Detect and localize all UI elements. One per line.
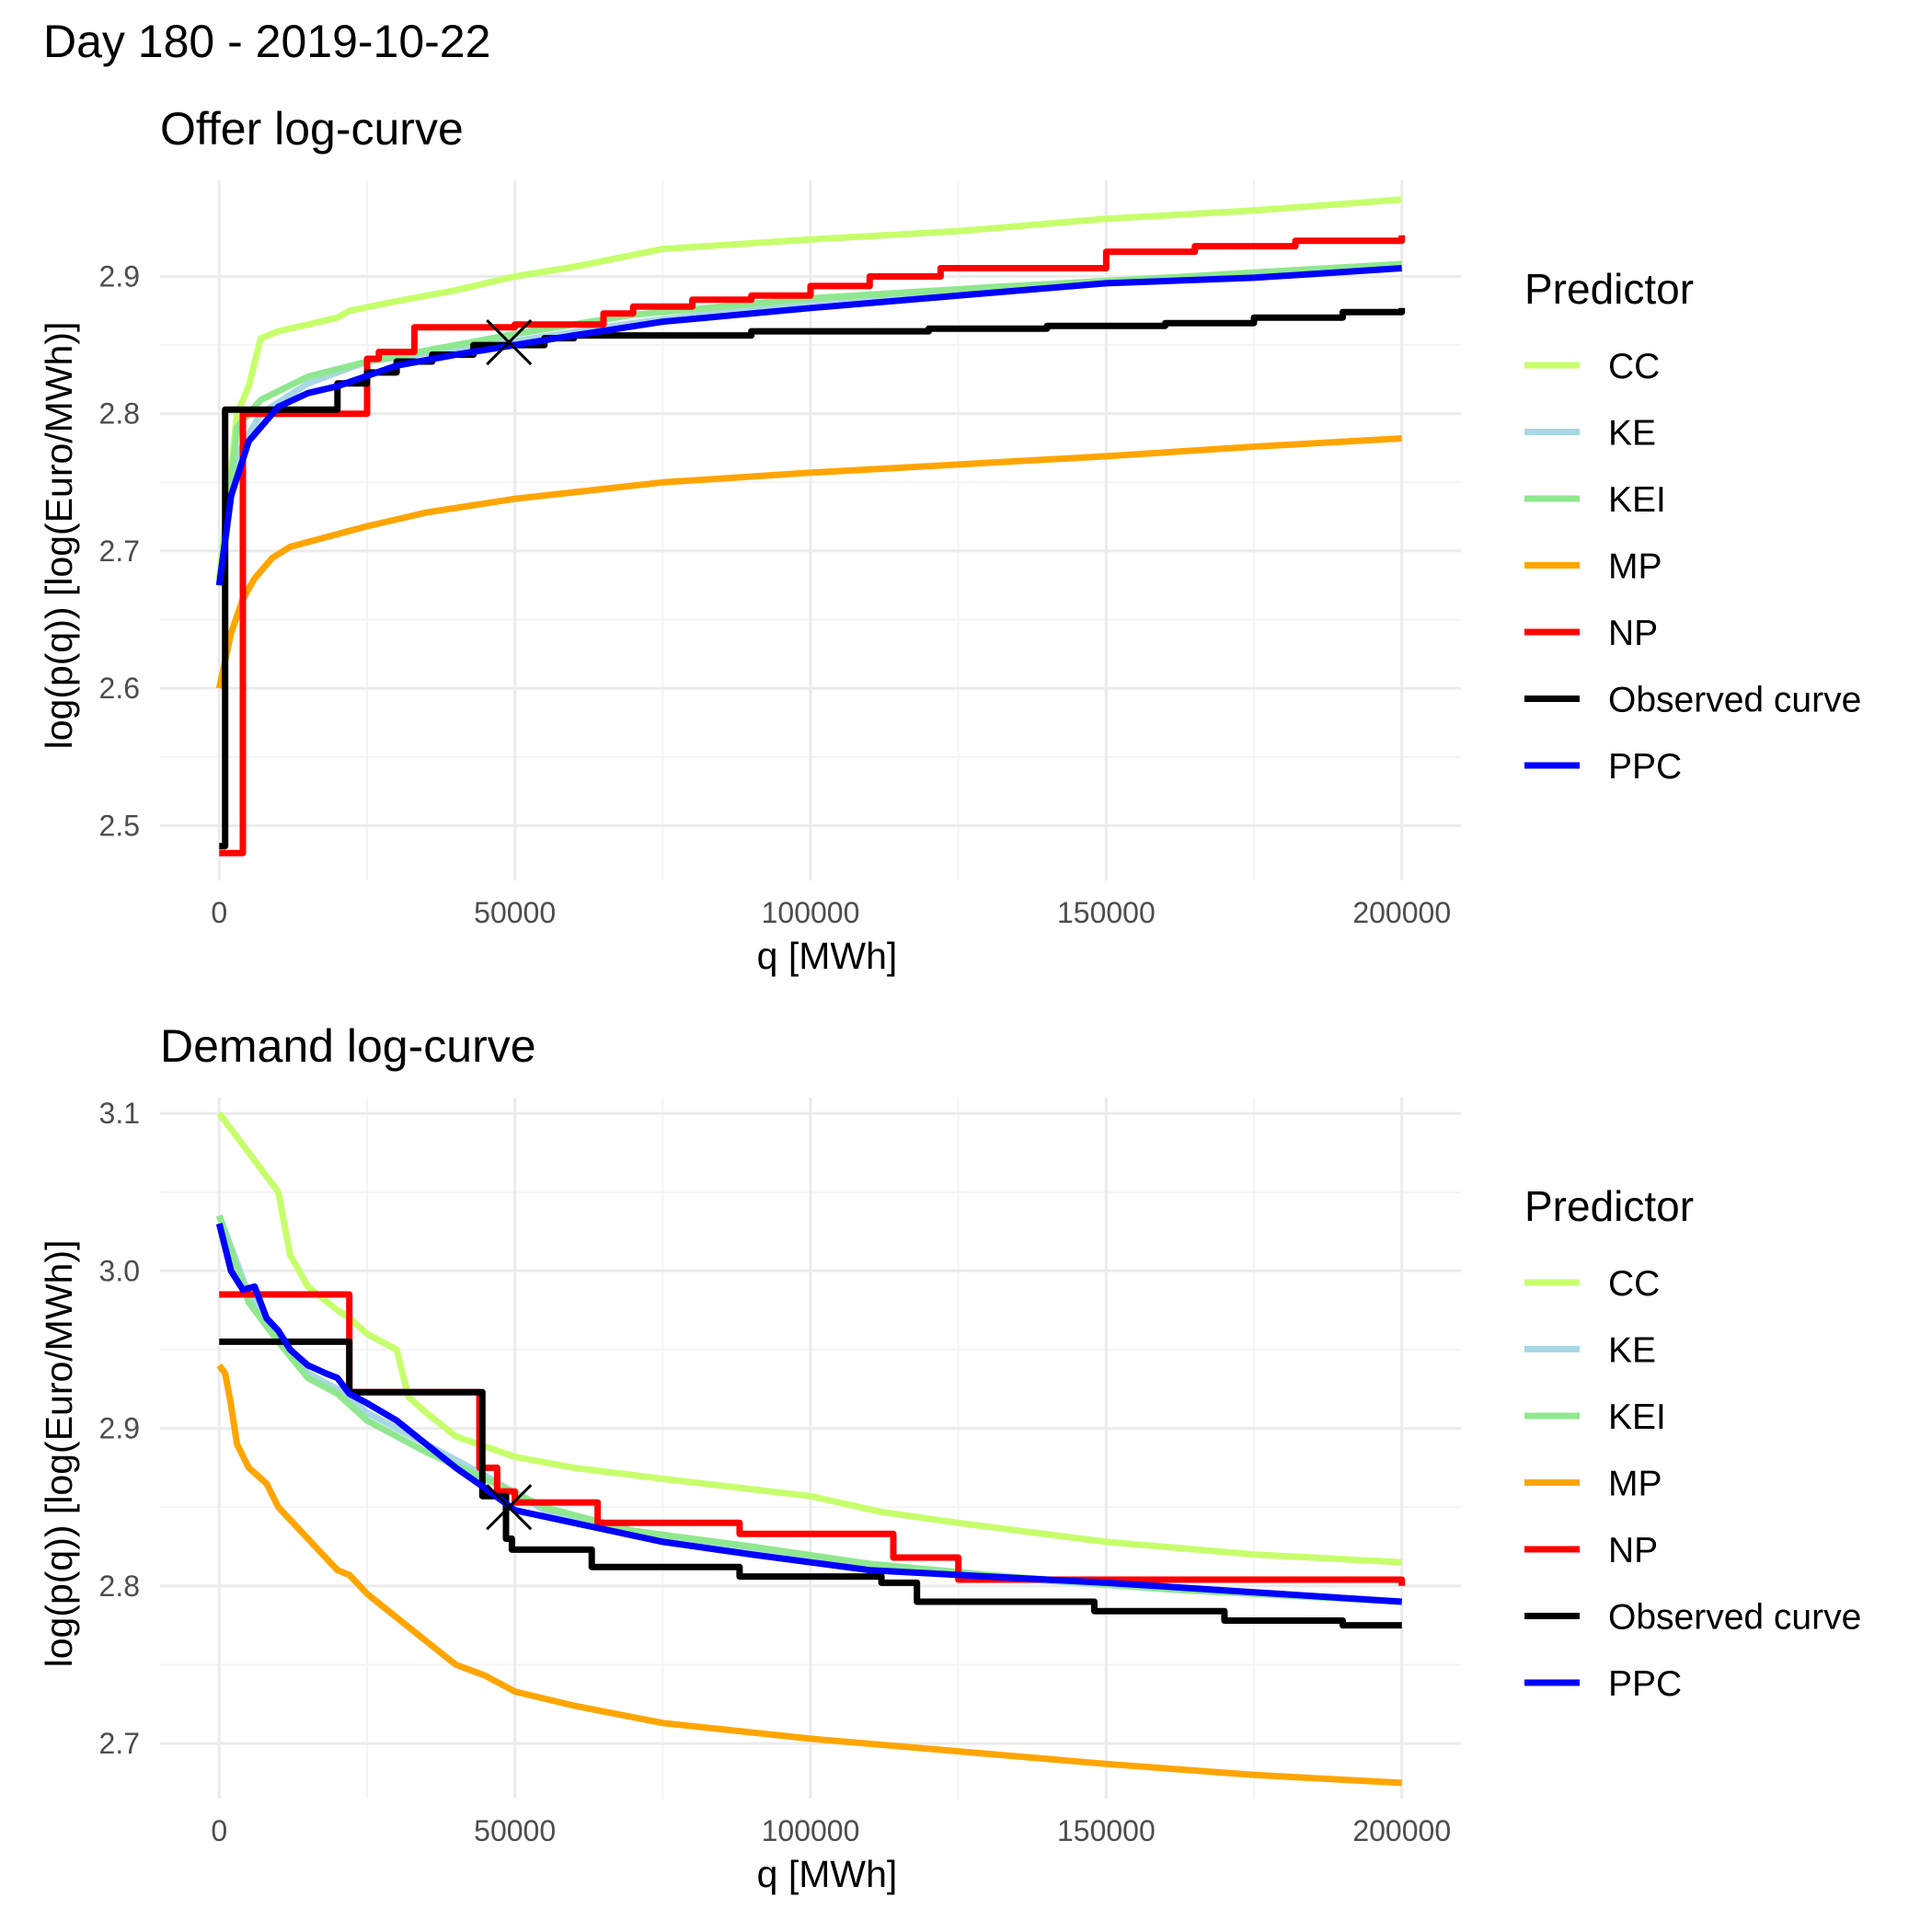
offer-series-layer (215, 196, 1406, 857)
demand-series-ppc (215, 1223, 1402, 1605)
offer-x-axis-label: q [MWh] (757, 935, 898, 977)
demand-legend-label-ppc: PPC (1608, 1664, 1682, 1704)
offer-y-axis-label: log(p(q)) [log(Euro/MWh)] (38, 322, 80, 750)
offer-series-kei (215, 260, 1402, 586)
offer-equilibrium-marker (486, 319, 533, 366)
offer-legend-label-ppc: PPC (1608, 747, 1682, 787)
offer-tick-labels: 0 50000 100000 150000 200000 2.5 2.6 2.7 2.8 2.9 (99, 259, 1452, 929)
demand-legend-title: Predictor (1524, 1182, 1694, 1230)
demand-y-tick-label: 3.1 (99, 1097, 140, 1130)
figure-title: Day 180 - 2019-10-22 (43, 16, 490, 67)
demand-grid (160, 1098, 1461, 1799)
offer-marker-stroke-b (486, 319, 533, 366)
demand-equilibrium-marker (486, 1484, 533, 1531)
demand-legend-label-observed-curve: Observed curve (1608, 1598, 1861, 1638)
offer-legend-title: Predictor (1524, 265, 1694, 313)
demand-series-layer (215, 1111, 1406, 1787)
demand-y-axis-label: log(p(q)) [log(Euro/MWh)] (38, 1240, 80, 1668)
demand-x-tick-label: 200000 (1352, 1814, 1451, 1847)
offer-panel: Offer log-curve 0 50000 100000 150000 200000… (38, 103, 1861, 977)
demand-y-tick-label: 2.8 (99, 1570, 140, 1603)
offer-x-tick-label: 0 (211, 896, 227, 929)
demand-legend-label-mp: MP (1608, 1465, 1662, 1504)
demand-y-tick-label: 3.0 (99, 1254, 140, 1287)
demand-x-tick-label: 0 (211, 1814, 227, 1847)
offer-series-np (219, 235, 1406, 857)
offer-series-cc (215, 196, 1402, 580)
demand-y-tick-label: 2.9 (99, 1412, 140, 1445)
demand-marker-stroke-b (486, 1484, 533, 1531)
offer-y-tick-label: 2.9 (99, 259, 140, 293)
offer-grid (160, 180, 1461, 880)
offer-x-tick-label: 150000 (1057, 896, 1156, 929)
offer-marker-layer (486, 319, 533, 366)
offer-series-mp (215, 435, 1402, 689)
demand-legend-label-kei: KEI (1608, 1397, 1666, 1437)
offer-x-tick-label: 100000 (762, 896, 860, 929)
demand-legend-label-ke: KE (1608, 1331, 1656, 1371)
offer-x-tick-label: 200000 (1352, 896, 1451, 929)
demand-series-mp (216, 1363, 1402, 1787)
demand-y-tick-label: 2.7 (99, 1727, 140, 1760)
demand-tick-labels: 0 50000 100000 150000 200000 2.7 2.8 2.9 3.0 3.1 (99, 1097, 1452, 1847)
demand-x-axis-label: q [MWh] (757, 1853, 898, 1895)
offer-y-tick-label: 2.7 (99, 535, 140, 568)
offer-legend-label-np: NP (1608, 614, 1658, 653)
offer-legend: Predictor CC KE KEI MP NP Observed curve PPC (1524, 265, 1861, 787)
offer-panel-title: Offer log-curve (160, 103, 464, 155)
offer-legend-label-cc: CC (1608, 347, 1660, 386)
offer-y-tick-label: 2.6 (99, 672, 140, 705)
offer-y-tick-label: 2.5 (99, 809, 140, 842)
offer-y-tick-label: 2.8 (99, 397, 140, 431)
offer-legend-label-observed-curve: Observed curve (1608, 681, 1861, 720)
offer-series-ppc (215, 265, 1402, 586)
demand-series-cc (216, 1111, 1402, 1566)
offer-legend-label-ke: KE (1608, 414, 1656, 454)
offer-legend-label-mp: MP (1608, 547, 1662, 587)
demand-x-tick-label: 50000 (474, 1814, 556, 1847)
offer-legend-label-kei: KEI (1608, 480, 1666, 520)
demand-marker-layer (486, 1484, 533, 1531)
demand-panel: Demand log-curve 0 50000 100000 150000 20000… (38, 1020, 1861, 1895)
demand-panel-title: Demand log-curve (160, 1020, 536, 1072)
demand-legend: Predictor CC KE KEI MP NP Observed curve PPC (1524, 1182, 1861, 1704)
offer-legend-items: CC KE KEI MP NP Observed curve PPC (1524, 347, 1861, 787)
demand-x-tick-label: 150000 (1057, 1814, 1156, 1847)
demand-legend-items: CC KE KEI MP NP Observed curve PPC (1524, 1264, 1861, 1704)
demand-series-observed-curve (219, 1338, 1402, 1629)
demand-x-tick-label: 100000 (762, 1814, 860, 1847)
demand-legend-label-cc: CC (1608, 1264, 1660, 1304)
demand-legend-label-np: NP (1608, 1531, 1658, 1570)
offer-x-tick-label: 50000 (474, 896, 556, 929)
